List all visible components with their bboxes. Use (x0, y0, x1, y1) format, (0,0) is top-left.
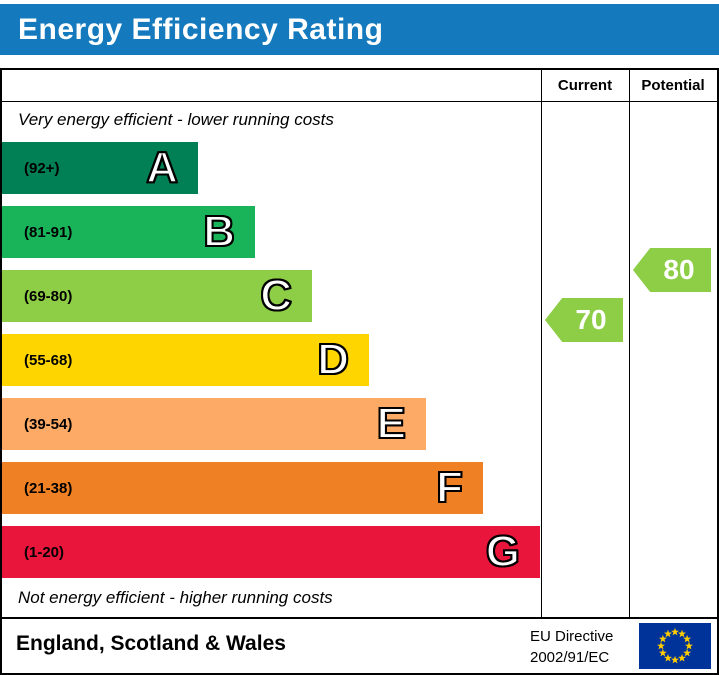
band-a: (92+) A (2, 142, 198, 194)
current-rating-value: 70 (575, 304, 607, 335)
band-letter: E (376, 399, 407, 448)
bottom-note: Not energy efficient - higher running co… (18, 588, 333, 607)
current-column-header: Current (557, 77, 613, 94)
band-letter: C (259, 271, 293, 320)
band-letter: B (202, 207, 236, 256)
potential-rating-arrow: 80 (633, 248, 711, 292)
potential-rating-value: 80 (663, 254, 695, 285)
band-f: (21-38) F (2, 462, 483, 514)
eu-directive-line2: 2002/91/EC (530, 649, 610, 666)
band-letter: G (485, 527, 521, 576)
current-column-divider (541, 70, 542, 617)
chart-area: Current Potential Very energy efficient … (2, 70, 717, 619)
eu-directive-line1: EU Directive (530, 628, 614, 645)
band-b: (81-91) B (2, 206, 255, 258)
band-letter: D (316, 335, 350, 384)
band-e: (39-54) E (2, 398, 426, 450)
potential-column-divider (629, 70, 630, 617)
band-c: (69-80) C (2, 270, 312, 322)
band-g: (1-20) G (2, 526, 540, 578)
potential-column-header: Potential (641, 77, 705, 94)
band-letter: F (435, 463, 464, 512)
band-range-label: (39-54) (24, 415, 73, 433)
eu-directive-label: EU Directive 2002/91/EC (530, 626, 613, 668)
eu-flag-icon (639, 623, 711, 669)
band-range-label: (55-68) (24, 351, 73, 369)
top-note: Very energy efficient - lower running co… (18, 110, 334, 129)
band-range-label: (69-80) (24, 287, 73, 305)
region-label: England, Scotland & Wales (16, 632, 286, 655)
title-bar: Energy Efficiency Rating (0, 4, 719, 55)
band-range-label: (1-20) (24, 543, 65, 561)
footer: England, Scotland & Wales EU Directive 2… (2, 619, 717, 673)
current-rating-arrow: 70 (545, 298, 623, 342)
band-d: (55-68) D (2, 334, 369, 386)
band-range-label: (92+) (24, 159, 60, 177)
band-letter: A (145, 143, 179, 192)
chart-box: Current Potential Very energy efficient … (0, 68, 719, 675)
page-title: Energy Efficiency Rating (18, 12, 384, 46)
column-header-row: Current Potential (2, 70, 717, 102)
band-range-label: (21-38) (24, 479, 73, 497)
band-range-label: (81-91) (24, 223, 73, 241)
